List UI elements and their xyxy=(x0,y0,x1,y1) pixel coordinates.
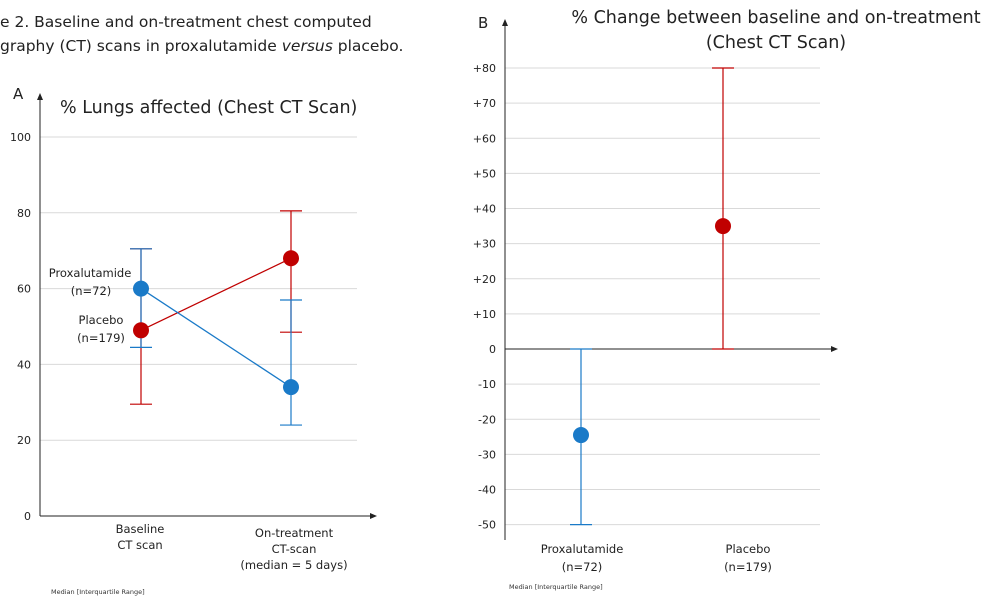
median-point-proxalutamide xyxy=(573,427,589,444)
x-category-label: Baseline xyxy=(116,522,165,536)
series-label-placebo: Placebo xyxy=(79,313,124,327)
median-point-proxalutamide xyxy=(133,280,149,297)
y-tick-label: -30 xyxy=(478,448,496,461)
x-category-label: Proxalutamide xyxy=(541,542,624,556)
y-tick-label: 100 xyxy=(10,131,31,144)
median-point-proxalutamide xyxy=(283,379,299,396)
y-tick-label: +80 xyxy=(473,62,496,75)
caption-line-2: graphy (CT) scans in proxalutamide versu… xyxy=(0,37,403,55)
y-tick-label: -50 xyxy=(478,519,496,532)
panel-b-plot: -50 -40 -30 -20 -10 0 +10 +20 +30 +40 +50 +60 +70 +80… xyxy=(473,19,838,574)
figure-caption: e 2. Baseline and on-treatment chest com… xyxy=(0,13,403,55)
x-category-label: Placebo xyxy=(726,542,771,556)
caption-line-2-end: placebo. xyxy=(333,37,404,55)
series-n-proxalutamide: (n=72) xyxy=(71,284,112,298)
x-category-label: CT scan xyxy=(117,538,162,552)
x-axis-arrow xyxy=(370,513,377,519)
median-point-placebo xyxy=(715,218,731,235)
x-category-label: CT-scan xyxy=(272,542,317,556)
series-line-placebo xyxy=(140,257,292,331)
panel-a-plot: 0 20 40 60 80 100 Baseline CT scan On-treatment C… xyxy=(10,93,377,572)
x-category-label: (median = 5 days) xyxy=(240,558,347,572)
y-tick-label: +20 xyxy=(473,273,496,286)
y-tick-label: +40 xyxy=(473,203,496,216)
panel-a-letter: A xyxy=(13,85,24,103)
median-point-placebo xyxy=(133,322,149,339)
caption-line-1: e 2. Baseline and on-treatment chest com… xyxy=(0,13,372,31)
y-tick-label: +60 xyxy=(473,132,496,145)
panel-b-title: % Change between baseline and on-treatme… xyxy=(571,8,980,28)
y-tick-label: +50 xyxy=(473,167,496,180)
panel-a-footnote: Median [Interquartile Range] xyxy=(51,588,145,596)
panel-b-subtitle: (Chest CT Scan) xyxy=(706,33,846,53)
y-axis-arrow xyxy=(502,19,508,26)
y-tick-label: 0 xyxy=(24,510,31,523)
y-tick-label: 20 xyxy=(17,434,31,447)
x-category-label: On-treatment xyxy=(255,526,334,540)
y-tick-label: 0 xyxy=(489,343,496,356)
x-axis-arrow xyxy=(831,346,838,352)
series-n-placebo: (n=179) xyxy=(77,331,125,345)
y-tick-label: 60 xyxy=(17,283,31,296)
y-tick-label: -10 xyxy=(478,378,496,391)
y-tick-label: +70 xyxy=(473,97,496,110)
panel-b-letter: B xyxy=(478,14,488,32)
caption-italic-word: versus xyxy=(282,37,333,55)
x-category-label: (n=179) xyxy=(724,560,772,574)
series-line-proxalutamide xyxy=(140,288,292,388)
y-tick-label: +30 xyxy=(473,238,496,251)
y-tick-label: 40 xyxy=(17,358,31,371)
y-tick-label: -40 xyxy=(478,484,496,497)
y-tick-label: 80 xyxy=(17,207,31,220)
panel-b: B % Change between baseline and on-treat… xyxy=(473,8,981,591)
y-axis-arrow xyxy=(37,93,43,100)
y-tick-label: -20 xyxy=(478,413,496,426)
panel-a-title: % Lungs affected (Chest CT Scan) xyxy=(60,98,357,118)
series-label-proxalutamide: Proxalutamide xyxy=(49,266,132,280)
x-category-label: (n=72) xyxy=(562,560,603,574)
panel-b-footnote: Median [Interquartile Range] xyxy=(509,583,603,591)
panel-a: A % Lungs affected (Chest CT Scan) 0 20 40… xyxy=(10,85,377,596)
caption-line-2-start: graphy (CT) scans in proxalutamide xyxy=(0,37,282,55)
median-point-placebo xyxy=(283,250,299,267)
y-tick-label: +10 xyxy=(473,308,496,321)
